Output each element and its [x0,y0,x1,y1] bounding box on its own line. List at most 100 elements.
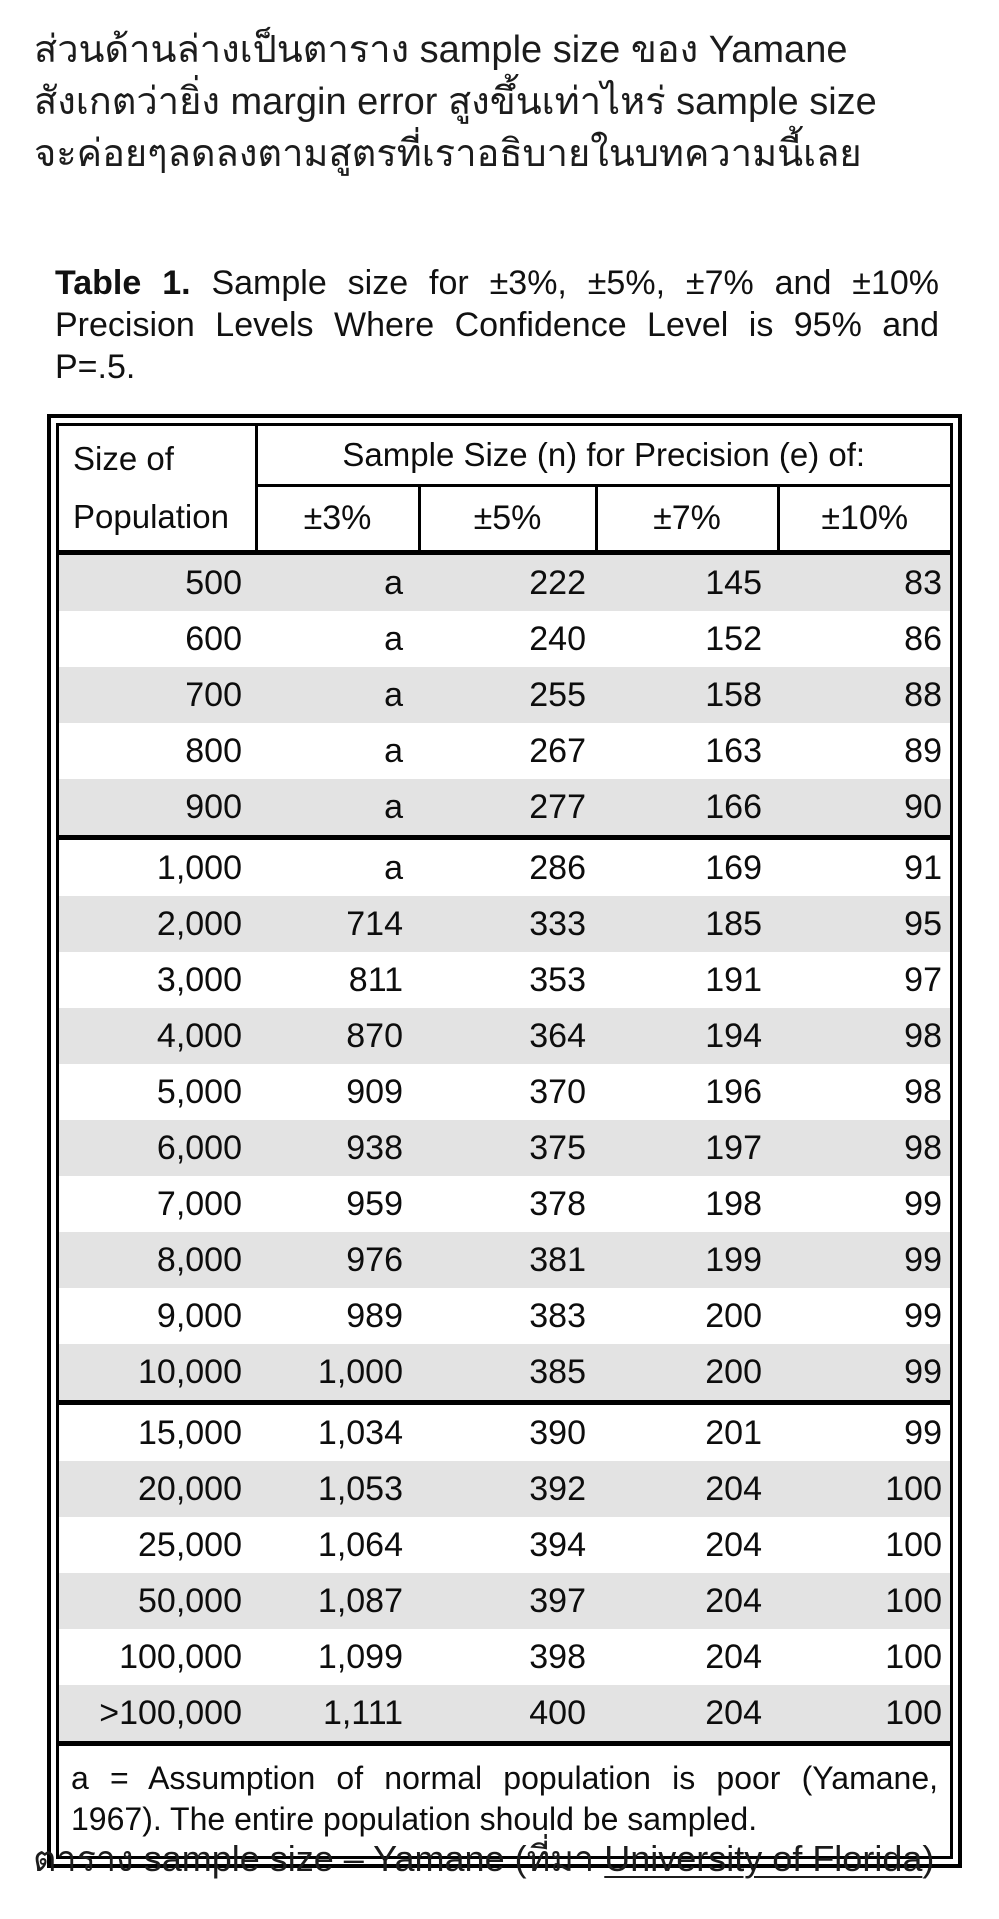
table-title-line-3: P=.5. [55,348,136,386]
population-size-cell: >100,000 [99,1693,242,1732]
sample-size-cell: 83 [778,550,950,611]
table-title-label: Table 1. [55,264,191,302]
population-size-cell: 20,000 [138,1469,242,1508]
sample-size-cell: 198 [705,1184,762,1223]
table-row: 2,000 714 333 185 95 [59,896,950,952]
table-row: 25,000 1,064 394 204 100 [59,1517,950,1573]
caption-source-link[interactable]: University of Florida [604,1838,923,1879]
sample-size-cell: 938 [346,1128,403,1167]
table-row: 900 a 277 166 90 [59,779,950,838]
sample-size-cell: 204 [705,1469,762,1508]
table-row: 3,000 811 353 191 97 [59,952,950,1008]
header-precision-5pct: ±5% [417,485,596,553]
table-row: 4,000 870 364 194 98 [59,1008,950,1064]
sample-size-cell: 277 [529,787,586,826]
sample-size-cell: 95 [904,904,942,943]
table-row: 50,000 1,087 397 204 100 [59,1573,950,1629]
sample-size-cell: a [256,550,419,611]
sample-size-cell: 169 [596,835,778,896]
sample-size-cell: 385 [529,1352,586,1391]
sample-size-cell: 222 [419,550,596,611]
sample-size-cell: 1,053 [317,1469,403,1508]
table-row: 600 a 240 152 86 [59,611,950,667]
population-size-cell: 1,000 [59,835,256,896]
header-sample-size-span: Sample Size (n) for Precision (e) of: [256,426,950,487]
sample-size-cell: 375 [529,1128,586,1167]
header-precision-10pct: ±10% [776,485,950,553]
population-size-cell: 600 [185,619,242,658]
sample-size-cell: 152 [705,619,762,658]
table-row: 8,000 976 381 199 99 [59,1232,950,1288]
sample-size-cell: 100 [885,1525,942,1564]
sample-size-cell: 91 [778,835,950,896]
sample-size-cell: 158 [705,675,762,714]
sample-size-cell: 909 [346,1072,403,1111]
sample-size-cell: 90 [904,787,942,826]
sample-size-cell: 200 [705,1352,762,1391]
sample-size-cell: 166 [705,787,762,826]
population-size-cell: 900 [185,787,242,826]
footnote-cell: a = Assumption of normal population is p… [59,1741,950,1856]
sample-size-cell: 394 [529,1525,586,1564]
sample-size-cell: a [384,619,403,658]
population-size-cell: 8,000 [156,1240,242,1279]
sample-size-cell: 959 [346,1184,403,1223]
table-row: 15,000 1,034 390 201 99 [59,1400,950,1461]
sample-size-cell: 88 [904,675,942,714]
table-row: 6,000 938 375 197 98 [59,1120,950,1176]
sample-size-cell: 976 [346,1240,403,1279]
sample-size-cell: a [384,787,403,826]
table-outer-frame: Size of Population Sample Size (n) for P… [47,414,962,1868]
sample-size-cell: 364 [529,1016,586,1055]
population-size-cell: 2,000 [156,904,242,943]
table-row: 20,000 1,053 392 204 100 [59,1461,950,1517]
sample-size-cell: 99 [904,1240,942,1279]
sample-size-cell: 99 [904,1184,942,1223]
table-title-line-2: Precision Levels Where Confidence Level … [55,306,939,344]
sample-size-cell: 1,087 [317,1581,403,1620]
sample-size-cell: 99 [778,1400,950,1461]
sample-size-cell: 199 [705,1240,762,1279]
population-size-cell: 800 [185,731,242,770]
sample-size-cell: 1,064 [317,1525,403,1564]
sample-size-cell: 98 [904,1072,942,1111]
sample-size-cell: 145 [596,550,778,611]
sample-size-cell: 89 [904,731,942,770]
sample-size-cell: 286 [419,835,596,896]
sample-size-table: Size of Population Sample Size (n) for P… [59,426,950,1856]
population-size-cell: 9,000 [156,1296,242,1335]
sample-size-cell: 989 [346,1296,403,1335]
sample-size-cell: 392 [529,1469,586,1508]
sample-size-cell: 1,111 [322,1693,403,1732]
sample-size-cell: 86 [904,619,942,658]
sample-size-cell: 397 [529,1581,586,1620]
sample-size-cell: 200 [705,1296,762,1335]
sample-size-cell: 204 [705,1693,762,1732]
sample-size-cell: 400 [529,1693,586,1732]
sample-size-cell: 100 [885,1637,942,1676]
sample-size-cell: 353 [529,960,586,999]
table-row: 500 a 222 145 83 [59,550,950,611]
table-row: 5,000 909 370 196 98 [59,1064,950,1120]
table-row: 10,000 1,000 385 200 99 [59,1344,950,1403]
intro-line-3: จะค่อยๆลดลงตามสูตรที่เราอธิบายในบทความนี… [34,133,862,175]
table-footnote: a = Assumption of normal population is p… [59,1741,950,1856]
sample-size-cell: 98 [904,1128,942,1167]
intro-line-1: ส่วนด้านล่างเป็นตาราง sample size ของ Ya… [34,29,848,71]
sample-size-cell: 204 [705,1637,762,1676]
sample-size-cell: a [384,731,403,770]
sample-size-cell: 240 [529,619,586,658]
intro-paragraph: ส่วนด้านล่างเป็นตาราง sample size ของ Ya… [34,24,984,180]
sample-size-cell: 333 [529,904,586,943]
sample-size-cell: 98 [904,1016,942,1055]
table-row: >100,000 1,111 400 204 100 [59,1685,950,1744]
sample-size-cell: 97 [904,960,942,999]
sample-size-cell: 267 [529,731,586,770]
population-size-cell: 50,000 [138,1581,242,1620]
table-row: 1,000 a 286 169 91 [59,835,950,896]
sample-size-cell: 255 [529,675,586,714]
sample-size-cell: 99 [904,1352,942,1391]
table-row: 100,000 1,099 398 204 100 [59,1629,950,1685]
population-size-cell: 10,000 [138,1352,242,1391]
